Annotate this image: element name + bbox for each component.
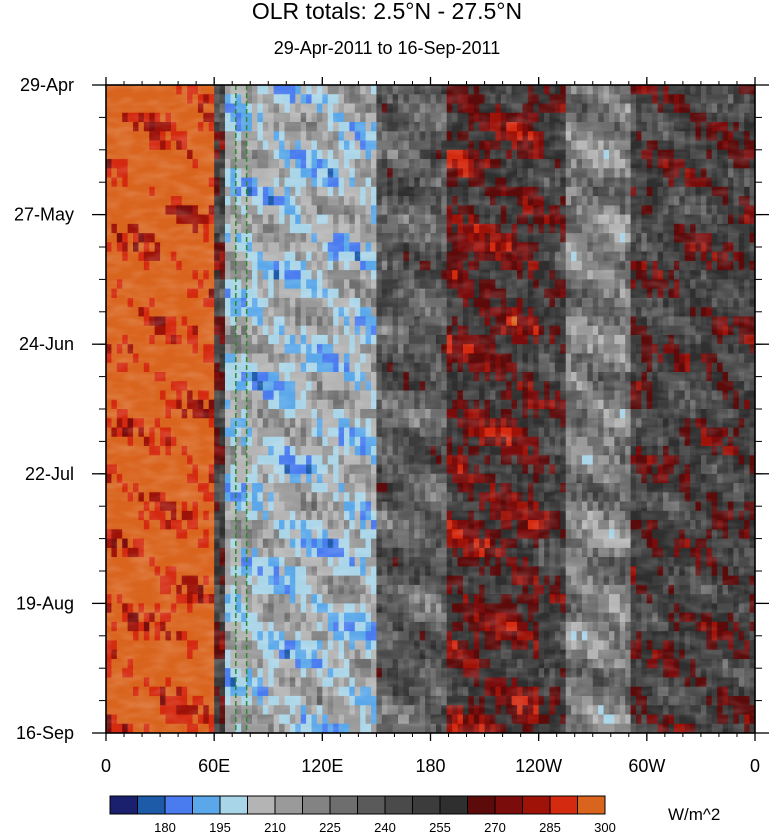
- chart-subtitle: 29-Apr-2011 to 16-Sep-2011: [273, 38, 501, 58]
- chart-title: OLR totals: 2.5°N - 27.5°N: [251, 0, 523, 24]
